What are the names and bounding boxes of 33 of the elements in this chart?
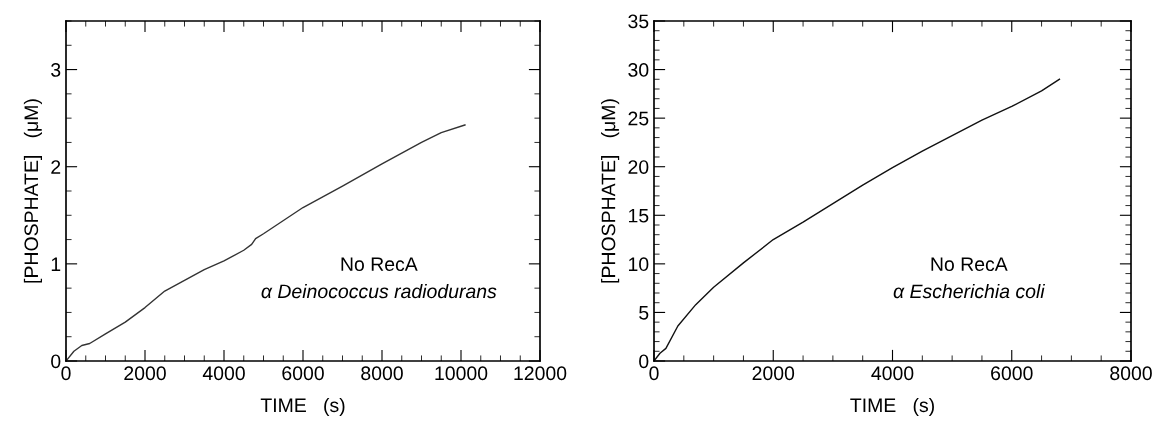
annotation: α Escherichia coli [893, 283, 1046, 299]
x-tick-label: 8000 [1110, 366, 1152, 381]
y-tick-label: 2 [51, 160, 61, 174]
annotation: No RecA [931, 257, 1008, 272]
y-tick-label: 20 [628, 160, 649, 174]
x-tick-label: 0 [649, 366, 659, 381]
y-tick-label: 10 [629, 257, 649, 272]
x-tick-label: 2000 [752, 366, 795, 381]
y-axis-title: [PHOSPHATE] (μM) [601, 99, 620, 283]
y-tick-label: 35 [628, 14, 649, 29]
annotation: α Deinococcus radiodurans [261, 283, 497, 299]
x-tick-label: 2000 [124, 366, 166, 381]
x-axis-title: TIME (s) [260, 397, 345, 416]
y-tick-label: 1 [51, 257, 61, 271]
y-tick-label: 3 [51, 63, 61, 77]
y-axis-title: [PHOSPHATE] (μM) [23, 99, 42, 283]
y-tick-label: 15 [629, 208, 649, 223]
y-tick-label: 25 [628, 111, 649, 126]
x-tick-label: 10000 [435, 366, 488, 381]
x-tick-label: 6000 [991, 366, 1033, 381]
x-tick-label: 0 [61, 366, 71, 381]
x-tick-label: 12000 [514, 366, 567, 381]
x-tick-label: 4000 [202, 366, 245, 381]
x-tick-label: 8000 [361, 366, 403, 381]
y-tick-label: 5 [639, 306, 649, 320]
y-tick-label: 30 [628, 63, 649, 77]
x-tick-label: 6000 [282, 366, 324, 381]
x-axis-title: TIME (s) [850, 397, 934, 416]
annotation: No RecA [341, 257, 418, 272]
x-tick-label: 4000 [871, 366, 914, 381]
y-tick-label: 0 [639, 354, 649, 369]
y-tick-label: 0 [51, 354, 61, 369]
line-series [654, 78, 1061, 361]
